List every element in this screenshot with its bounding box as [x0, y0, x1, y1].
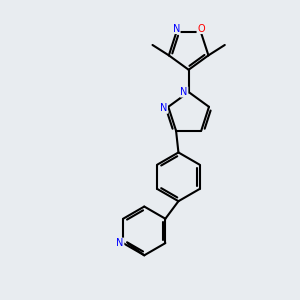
Text: N: N: [173, 23, 180, 34]
Text: N: N: [181, 87, 188, 97]
Text: O: O: [197, 23, 205, 34]
Text: N: N: [116, 238, 124, 248]
Text: N: N: [160, 103, 167, 113]
